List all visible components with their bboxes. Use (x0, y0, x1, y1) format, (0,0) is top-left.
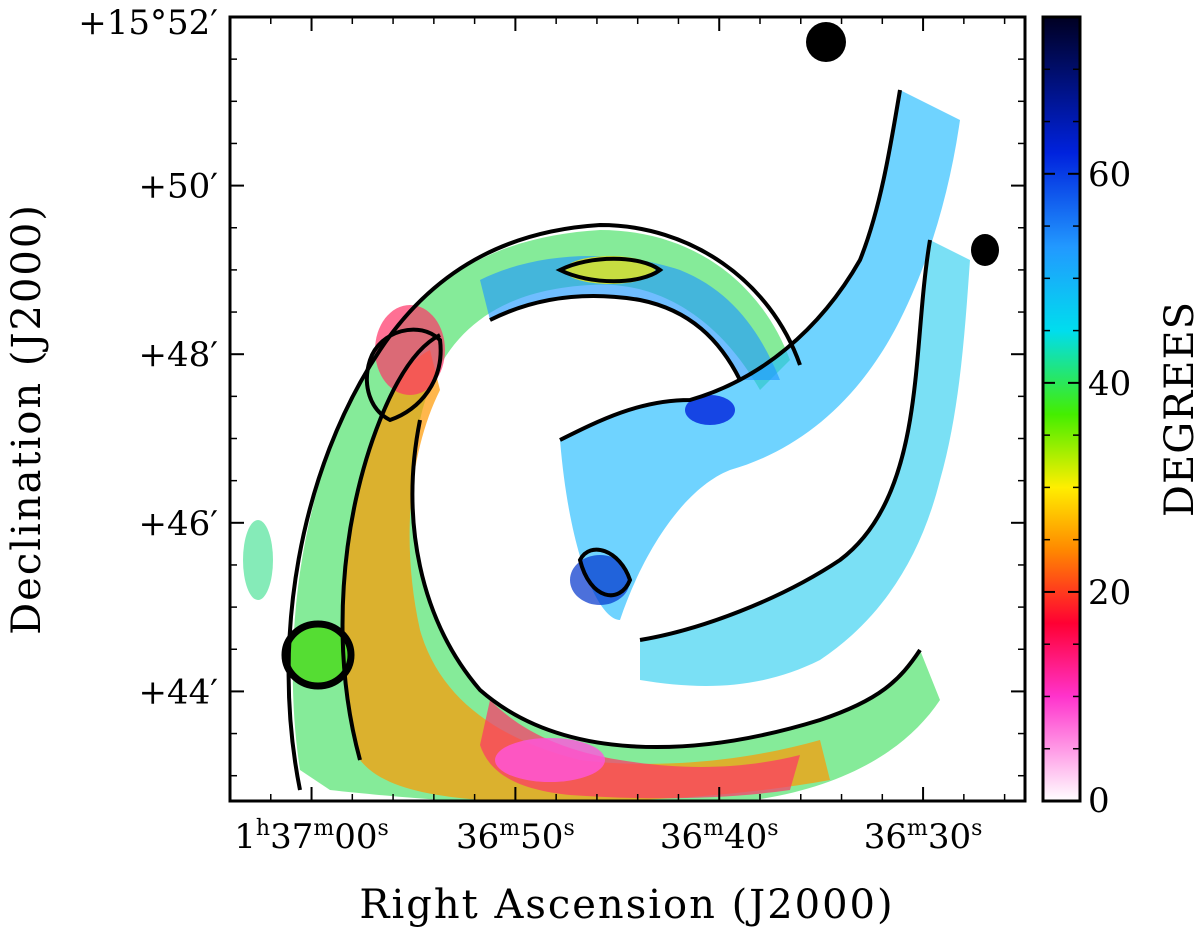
north-arm-band (480, 256, 780, 380)
x-tick-label: 36m30s (864, 816, 983, 857)
inner-arm-dark-knot (570, 555, 630, 605)
colorbar-tick-label: 20 (1088, 573, 1131, 613)
colorbar: 0 20 40 60 DEGREES (1041, 15, 1200, 821)
y-tick-label: +50′ (139, 167, 218, 207)
east-small-clump (243, 520, 273, 600)
west-arm-band (560, 90, 960, 620)
colorbar-tick-label: 60 (1088, 155, 1131, 195)
colorbar-frame (1041, 15, 1082, 803)
x-tick-label: 36m50s (456, 816, 575, 857)
colorbar-scale (1043, 17, 1080, 801)
x-axis-label: Right Ascension (J2000) (359, 882, 894, 928)
image-panel (228, 15, 1027, 803)
x-axis-minor-ticks (229, 17, 1006, 801)
y-axis-ticks: +15°52′ +50′ +48′ +46′ +44′ (78, 3, 1025, 712)
central-blue-knot (685, 395, 735, 425)
x-tick-label: 36m40s (660, 816, 779, 857)
contour-lines (286, 89, 932, 791)
y-axis-label: Declination (J2000) (4, 203, 50, 635)
colorbar-label: DEGREES (1157, 301, 1200, 517)
upper-left-hot-spot (375, 305, 445, 395)
outer-arm-pink-knot (495, 738, 605, 782)
y-tick-label: +46′ (139, 504, 218, 544)
colorbar-tick-label: 40 (1088, 364, 1131, 404)
west-dark-knot (971, 234, 999, 266)
southeast-green-source (281, 620, 355, 690)
x-axis-ticks: 1h37m00s 36m50s 36m40s 36m30s (234, 17, 982, 857)
galaxy-map (243, 22, 999, 801)
y-tick-label: +15°52′ (78, 3, 218, 43)
plot-frame (228, 15, 1027, 803)
west-arm-outer-band (640, 240, 970, 686)
colorbar-ticks: 0 20 40 60 (1043, 16, 1131, 821)
y-tick-label: +48′ (139, 335, 218, 375)
northwest-dark-knot (806, 22, 846, 62)
colorbar-tick-label: 0 (1088, 781, 1110, 821)
y-tick-label: +44′ (139, 672, 218, 712)
y-axis-minor-ticks (230, 58, 1025, 777)
x-tick-label: 1h37m00s (234, 816, 389, 857)
